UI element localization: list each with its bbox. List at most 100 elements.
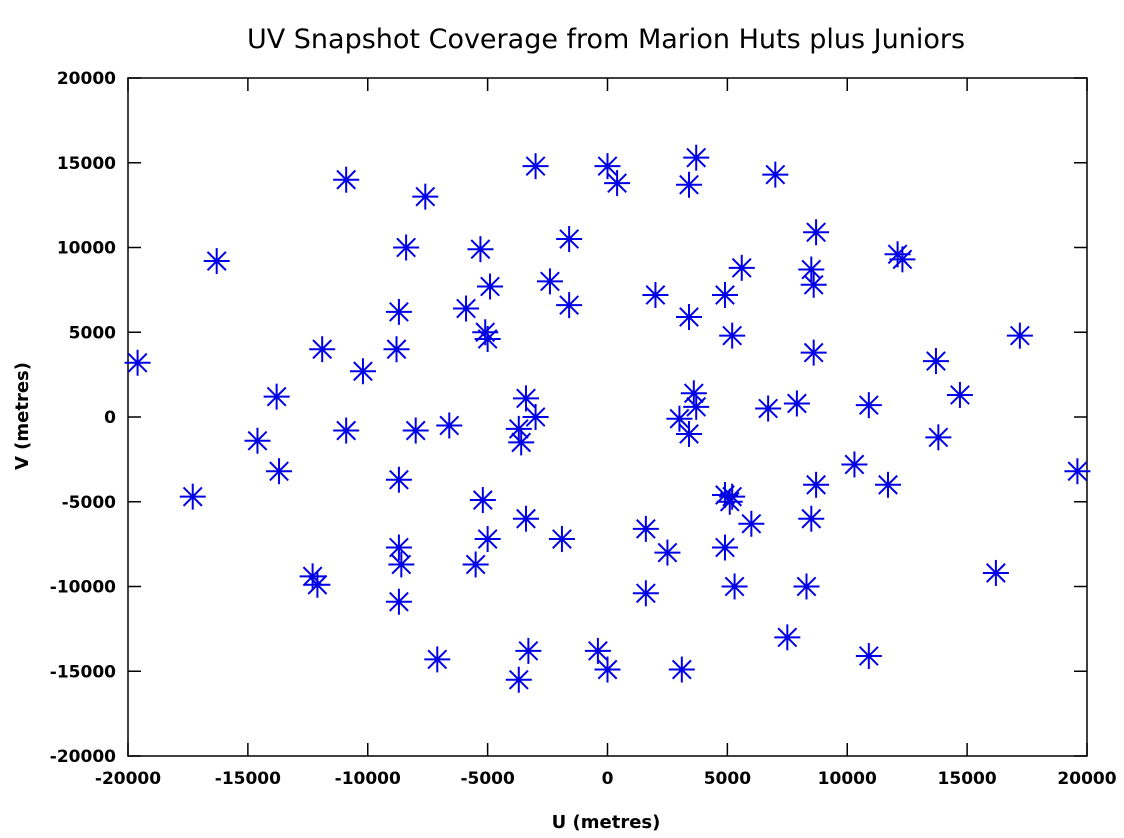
data-point xyxy=(474,526,501,553)
data-point xyxy=(385,534,412,561)
y-tick-label: -10000 xyxy=(50,578,116,598)
data-point xyxy=(309,336,336,363)
data-point xyxy=(676,171,703,198)
data-point xyxy=(584,637,611,664)
data-point xyxy=(512,385,539,412)
data-point xyxy=(680,380,707,407)
y-tick-label: 5000 xyxy=(69,323,116,343)
data-point xyxy=(803,471,830,498)
data-point xyxy=(304,571,331,598)
data-point xyxy=(668,656,695,683)
data-point xyxy=(462,551,489,578)
data-point xyxy=(803,219,830,246)
data-point xyxy=(632,515,659,542)
data-point xyxy=(922,348,949,375)
x-tick-label: 0 xyxy=(602,769,614,789)
data-point xyxy=(124,349,151,376)
data-point xyxy=(798,505,825,532)
data-point xyxy=(755,395,782,422)
data-point xyxy=(594,656,621,683)
data-point xyxy=(333,166,360,193)
data-point xyxy=(266,458,293,485)
data-point xyxy=(412,183,439,210)
data-point xyxy=(604,170,631,197)
x-axis-label: U (metres) xyxy=(552,812,661,833)
data-point xyxy=(925,424,952,451)
data-point xyxy=(522,404,549,430)
data-point xyxy=(333,417,360,444)
y-tick-label: -15000 xyxy=(50,662,116,682)
data-point xyxy=(385,588,412,615)
data-point xyxy=(512,505,539,532)
data-point xyxy=(728,254,755,281)
data-point xyxy=(469,487,496,514)
data-point xyxy=(1006,322,1033,349)
data-point xyxy=(388,551,415,578)
data-point xyxy=(436,412,463,439)
data-point xyxy=(244,427,271,454)
data-point xyxy=(711,534,738,561)
data-point xyxy=(424,646,451,673)
data-point xyxy=(762,161,789,188)
x-tick-label: 10000 xyxy=(818,769,877,789)
y-tick-label: -20000 xyxy=(50,747,116,767)
plot-area xyxy=(127,77,1088,757)
data-point xyxy=(738,510,765,537)
data-point xyxy=(453,295,480,322)
data-point xyxy=(721,573,748,600)
data-point xyxy=(632,580,659,607)
y-tick-label: 10000 xyxy=(57,239,116,259)
y-tick-label: -5000 xyxy=(62,493,117,513)
data-point xyxy=(402,417,429,444)
data-point xyxy=(556,292,583,319)
data-point xyxy=(800,339,827,366)
data-point xyxy=(474,326,501,353)
chart-title: UV Snapshot Coverage from Marion Huts pl… xyxy=(247,24,965,55)
data-point xyxy=(203,248,230,275)
x-tick-label: -5000 xyxy=(460,769,515,789)
data-point xyxy=(393,234,420,261)
data-point xyxy=(536,268,563,295)
x-tick-label: -10000 xyxy=(335,769,401,789)
data-point xyxy=(719,483,746,510)
data-point xyxy=(179,483,206,510)
data-point xyxy=(875,471,902,498)
data-point xyxy=(515,637,542,664)
data-point xyxy=(383,336,410,363)
x-tick-label: -20000 xyxy=(95,769,161,789)
data-point xyxy=(683,393,710,420)
data-point xyxy=(793,573,820,600)
data-point xyxy=(841,451,868,478)
data-point xyxy=(477,273,504,300)
data-point xyxy=(594,153,621,180)
data-point xyxy=(654,539,681,566)
data-point xyxy=(982,559,1009,586)
data-point xyxy=(666,405,693,432)
x-tick-label: -15000 xyxy=(215,769,281,789)
data-point xyxy=(719,322,746,349)
data-point xyxy=(783,390,810,417)
y-tick-label: 20000 xyxy=(57,69,116,89)
data-point xyxy=(556,226,583,253)
x-tick-label: 20000 xyxy=(1057,769,1116,789)
data-point xyxy=(385,298,412,325)
data-point xyxy=(800,271,827,298)
data-point xyxy=(385,466,412,493)
data-point xyxy=(889,246,916,273)
data-point xyxy=(505,666,532,693)
data-points xyxy=(124,144,1091,693)
data-point xyxy=(711,281,738,308)
data-point xyxy=(467,236,494,263)
x-tick-label: 15000 xyxy=(938,769,997,789)
x-tick-label: 5000 xyxy=(704,769,751,789)
data-point xyxy=(263,383,290,410)
plot-frame xyxy=(127,77,1088,757)
data-point xyxy=(798,256,825,283)
y-axis-label: V (metres) xyxy=(12,362,33,470)
y-tick-label: 0 xyxy=(104,408,116,428)
y-tick-label: 15000 xyxy=(57,154,116,174)
data-point xyxy=(676,420,703,447)
data-point xyxy=(1064,458,1091,485)
